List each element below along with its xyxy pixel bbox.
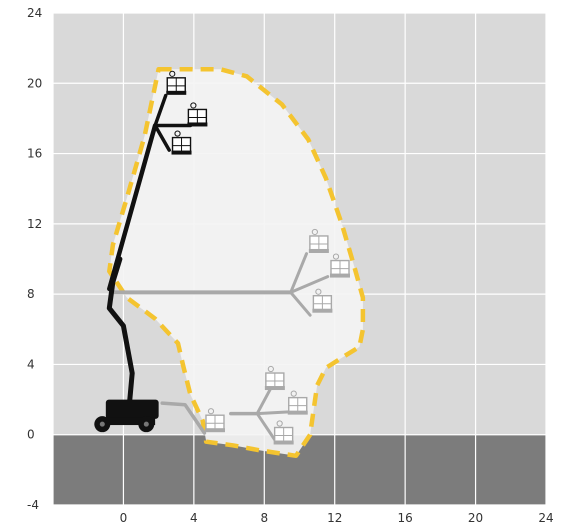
boom-low-left: [160, 401, 207, 435]
x-tick-label: 4: [190, 511, 198, 525]
jib-down: [289, 290, 312, 317]
boom-lift-machine-icon: [94, 70, 208, 433]
jib-mid: [289, 275, 330, 294]
basket-low: [171, 130, 192, 155]
x-tick-label: 24: [538, 511, 553, 525]
jib-top: [153, 93, 168, 128]
y-tick-label: 4: [27, 357, 35, 371]
faded-boom-positions: [110, 228, 350, 445]
x-axis-ticks: 0 4 8 12 16 20 24: [120, 511, 554, 525]
jib-low: [153, 123, 171, 152]
basket-faded-6: [287, 390, 308, 415]
x-tick-label: 16: [398, 511, 413, 525]
y-tick-label: 24: [27, 6, 42, 20]
y-tick-label: -4: [27, 498, 39, 512]
y-axis-ticks: 24 20 16 12 8 4 0 -4: [27, 6, 42, 512]
chassis-frame: [98, 417, 156, 426]
y-tick-label: 16: [27, 147, 42, 161]
basket-faded-3: [312, 288, 333, 313]
basket-faded-5: [264, 365, 285, 391]
basket-mid: [187, 102, 208, 127]
basket-faded-4: [204, 408, 225, 433]
y-tick-label: 0: [27, 428, 35, 442]
jib-up: [289, 252, 308, 294]
chassis-body: [105, 399, 159, 419]
hub-right: [143, 421, 149, 427]
y-tick-label: 20: [27, 76, 42, 90]
x-tick-label: 20: [468, 511, 483, 525]
working-envelope-outline: [107, 66, 366, 459]
jib-low-mid: [255, 410, 291, 416]
y-tick-label: 12: [27, 217, 42, 231]
y-tick-label: 8: [27, 287, 35, 301]
basket-faded-2: [329, 253, 350, 278]
basket-faded-1: [308, 228, 329, 253]
x-tick-label: 12: [327, 511, 342, 525]
hub-left: [99, 421, 105, 427]
x-tick-label: 0: [120, 511, 128, 525]
jib-low-down: [255, 412, 277, 442]
basket-top: [166, 70, 187, 95]
main-boom: [107, 123, 158, 292]
x-tick-label: 8: [260, 511, 268, 525]
jib-low-up: [255, 385, 273, 416]
basket-faded-7: [273, 420, 294, 445]
